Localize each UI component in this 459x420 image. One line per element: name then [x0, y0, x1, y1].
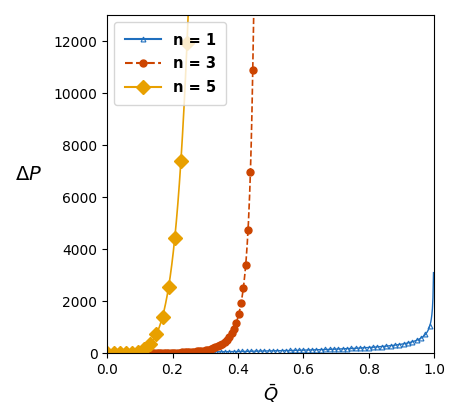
n = 3: [251, 0, 256, 5]
n = 5: [297, 0, 302, 5]
n = 1: [349, 346, 355, 351]
Legend: n = 1, n = 3, n = 5: n = 1, n = 3, n = 5: [114, 22, 225, 105]
n = 5: [141, 346, 146, 352]
n = 3: [202, 348, 208, 353]
n = 1: [188, 350, 194, 355]
n = 3: [155, 350, 161, 355]
n = 5: [105, 351, 110, 356]
n = 1: [430, 270, 435, 275]
X-axis label: $\bar{Q}$: $\bar{Q}$: [262, 382, 278, 405]
n = 5: [327, 0, 332, 5]
n = 1: [296, 348, 302, 353]
n = 1: [252, 349, 257, 354]
n = 5: [226, 0, 231, 5]
Y-axis label: $\Delta P$: $\Delta P$: [15, 165, 42, 184]
n = 3: [123, 351, 129, 356]
n = 5: [204, 0, 210, 5]
n = 1: [322, 347, 327, 352]
n = 5: [186, 0, 192, 5]
n = 5: [409, 0, 414, 5]
n = 1: [162, 350, 168, 355]
Line: n = 1: n = 1: [105, 270, 435, 356]
n = 5: [325, 0, 330, 5]
Line: n = 5: n = 5: [102, 0, 417, 358]
n = 3: [260, 0, 265, 5]
n = 3: [217, 343, 222, 348]
Line: n = 3: n = 3: [104, 0, 266, 357]
n = 3: [105, 351, 110, 356]
n = 1: [105, 351, 110, 356]
n = 3: [166, 350, 172, 355]
n = 3: [218, 342, 223, 347]
